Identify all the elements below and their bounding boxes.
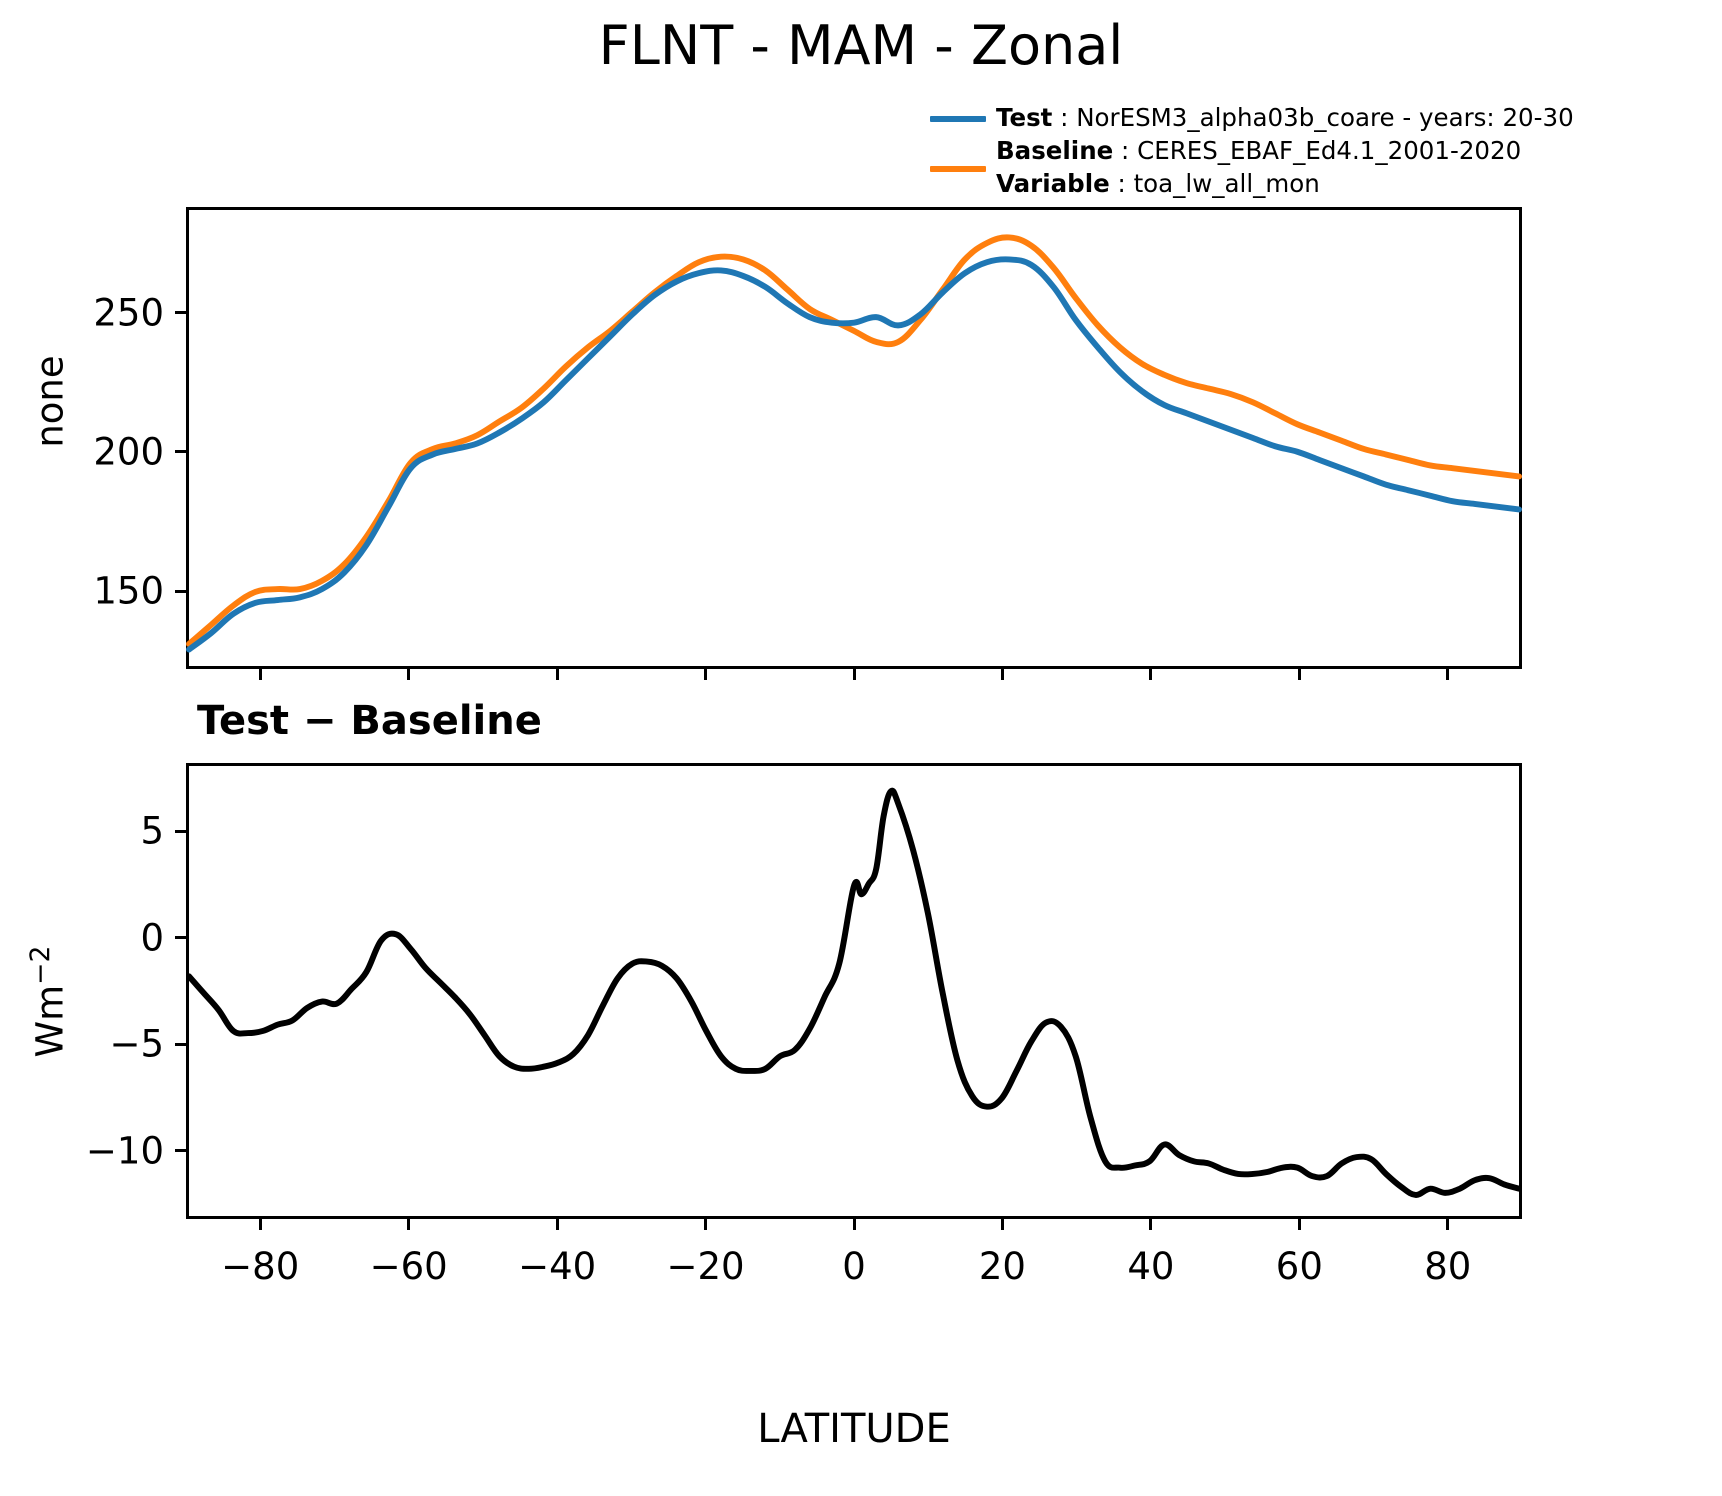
test-line (189, 259, 1519, 649)
legend-value-test: NorESM3_alpha03b_coare - years: 20-30 (1076, 103, 1573, 132)
x-tick-label: 60 (1276, 1245, 1323, 1288)
bottom-y-axis-label-exponent: −2 (25, 946, 56, 985)
y-tick-mark (175, 830, 186, 833)
x-tick-mark (853, 1219, 856, 1230)
legend-key-variable: Variable (996, 169, 1110, 198)
x-tick-mark (1149, 669, 1152, 680)
difference-plot-svg (189, 766, 1519, 1216)
x-tick-mark (1001, 1219, 1004, 1230)
bottom-y-axis-label: Wm−2 (29, 892, 72, 1112)
difference-line (189, 791, 1519, 1195)
x-tick-mark (407, 1219, 410, 1230)
y-tick-label: 250 (0, 291, 164, 334)
x-tick-mark (259, 1219, 262, 1230)
x-tick-mark (1298, 669, 1301, 680)
x-tick-label: 40 (1127, 1245, 1174, 1288)
x-tick-label: 0 (842, 1245, 866, 1288)
figure-title: FLNT - MAM - Zonal (0, 14, 1722, 77)
y-tick-label: −10 (0, 1129, 164, 1172)
figure-canvas: FLNT - MAM - Zonal Test : NorESM3_alpha0… (0, 0, 1722, 1496)
x-tick-mark (259, 669, 262, 680)
legend-key-baseline: Baseline (996, 136, 1113, 165)
zonal-mean-plot-svg (189, 210, 1519, 666)
y-tick-label: 200 (0, 430, 164, 473)
top-y-axis-label-text: none (29, 355, 72, 447)
y-tick-mark (175, 1043, 186, 1046)
x-tick-mark (853, 669, 856, 680)
x-tick-mark (1446, 1219, 1449, 1230)
legend-label-variable: Variable : toa_lw_all_mon (996, 169, 1320, 199)
y-tick-label: 150 (0, 570, 164, 613)
x-tick-mark (556, 669, 559, 680)
x-tick-mark (704, 1219, 707, 1230)
y-tick-mark (175, 450, 186, 453)
difference-plot-axes (186, 763, 1522, 1219)
legend-row-test: Test : NorESM3_alpha03b_coare - years: 2… (930, 103, 1570, 133)
legend-sep-baseline: : (1113, 136, 1137, 165)
legend-row-baseline: Baseline : CERES_EBAF_Ed4.1_2001-2020 (930, 136, 1570, 166)
legend-row-variable: Variable : toa_lw_all_mon (930, 169, 1570, 199)
y-tick-mark (175, 311, 186, 314)
legend-key-test: Test (996, 103, 1052, 132)
x-tick-mark (556, 1219, 559, 1230)
y-tick-mark (175, 936, 186, 939)
x-tick-mark (1001, 669, 1004, 680)
legend-value-variable: toa_lw_all_mon (1134, 169, 1320, 198)
x-tick-label: −60 (370, 1245, 448, 1288)
legend-sep-variable: : (1110, 169, 1134, 198)
x-tick-mark (1446, 669, 1449, 680)
bottom-y-axis-label-base: Wm (29, 985, 72, 1058)
x-tick-label: 80 (1424, 1245, 1471, 1288)
legend: Test : NorESM3_alpha03b_coare - years: 2… (930, 103, 1570, 203)
x-tick-mark (1149, 1219, 1152, 1230)
x-tick-mark (704, 669, 707, 680)
top-y-axis-label: none (29, 292, 72, 512)
zonal-mean-plot-axes (186, 207, 1522, 669)
y-tick-label: −5 (0, 1023, 164, 1066)
legend-label-test: Test : NorESM3_alpha03b_coare - years: 2… (996, 103, 1574, 133)
x-tick-label: 20 (979, 1245, 1026, 1288)
x-tick-label: −80 (221, 1245, 299, 1288)
y-tick-label: 5 (0, 810, 164, 853)
y-tick-mark (175, 590, 186, 593)
x-tick-mark (407, 669, 410, 680)
legend-sep-test: : (1052, 103, 1076, 132)
legend-swatch-baseline (930, 166, 986, 172)
legend-swatch-test (930, 116, 986, 122)
legend-label-baseline: Baseline : CERES_EBAF_Ed4.1_2001-2020 (996, 136, 1521, 166)
x-tick-label: −40 (518, 1245, 596, 1288)
x-tick-label: −20 (667, 1245, 745, 1288)
x-axis-label: LATITUDE (186, 1406, 1522, 1452)
x-tick-mark (1298, 1219, 1301, 1230)
baseline-line (189, 237, 1519, 644)
difference-panel-title: Test − Baseline (197, 698, 542, 744)
y-tick-mark (175, 1149, 186, 1152)
legend-value-baseline: CERES_EBAF_Ed4.1_2001-2020 (1137, 136, 1521, 165)
